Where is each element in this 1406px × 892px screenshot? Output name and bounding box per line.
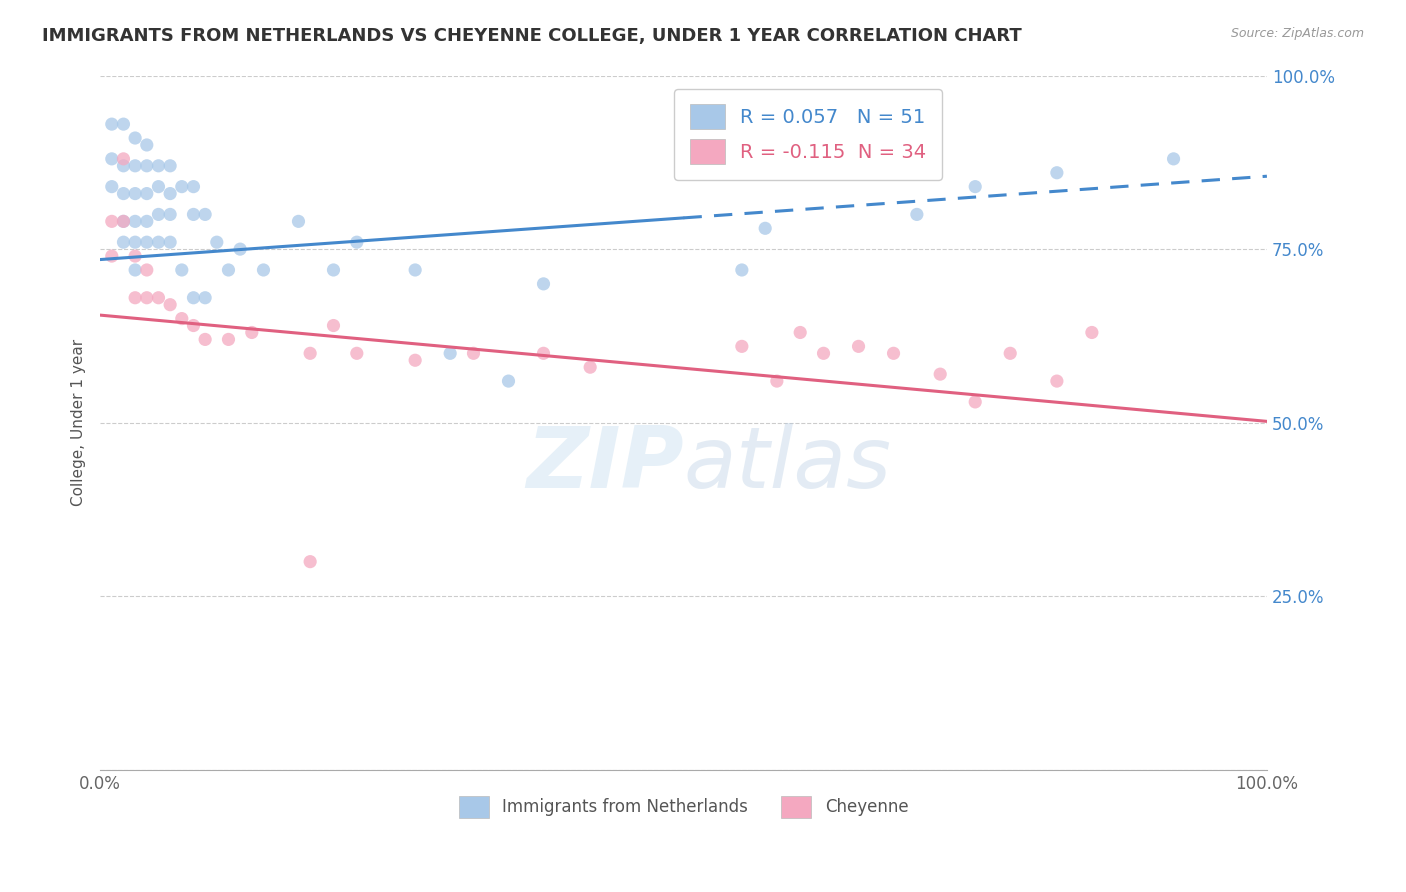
Point <box>439 346 461 360</box>
Point <box>965 395 987 409</box>
Point <box>135 214 157 228</box>
Point <box>205 235 228 250</box>
Point <box>463 346 485 360</box>
Text: atlas: atlas <box>683 423 891 506</box>
Point <box>404 353 426 368</box>
Point <box>731 263 754 277</box>
Point <box>848 339 870 353</box>
Point <box>159 298 181 312</box>
Point <box>170 179 193 194</box>
Point <box>101 249 124 263</box>
Point <box>1163 152 1185 166</box>
Point <box>112 186 135 201</box>
Point <box>170 263 193 277</box>
Point <box>346 235 368 250</box>
Point <box>112 152 135 166</box>
Point <box>148 291 170 305</box>
Point <box>322 318 344 333</box>
Point <box>404 263 426 277</box>
Point <box>929 367 952 381</box>
Point <box>124 214 146 228</box>
Point <box>124 159 146 173</box>
Point <box>299 346 322 360</box>
Point <box>498 374 520 388</box>
Text: Source: ZipAtlas.com: Source: ZipAtlas.com <box>1230 27 1364 40</box>
Point <box>533 346 555 360</box>
Point <box>965 179 987 194</box>
Point <box>124 186 146 201</box>
Text: IMMIGRANTS FROM NETHERLANDS VS CHEYENNE COLLEGE, UNDER 1 YEAR CORRELATION CHART: IMMIGRANTS FROM NETHERLANDS VS CHEYENNE … <box>42 27 1022 45</box>
Y-axis label: College, Under 1 year: College, Under 1 year <box>72 339 86 507</box>
Point <box>112 214 135 228</box>
Point <box>883 346 905 360</box>
Point <box>194 207 217 221</box>
Point <box>217 263 239 277</box>
Point <box>135 291 157 305</box>
Point <box>299 555 322 569</box>
Point <box>1081 326 1104 340</box>
Point <box>101 117 124 131</box>
Point <box>789 326 811 340</box>
Point <box>135 159 157 173</box>
Point <box>183 179 205 194</box>
Point <box>135 263 157 277</box>
Point <box>754 221 776 235</box>
Point <box>346 346 368 360</box>
Point <box>766 374 789 388</box>
Point <box>813 346 835 360</box>
Point <box>148 179 170 194</box>
Point <box>1046 166 1069 180</box>
Point <box>101 179 124 194</box>
Point <box>159 186 181 201</box>
Point <box>229 242 252 256</box>
Point <box>148 159 170 173</box>
Point <box>101 152 124 166</box>
Point <box>135 186 157 201</box>
Point <box>240 326 263 340</box>
Point <box>183 207 205 221</box>
Point <box>148 207 170 221</box>
Text: ZIP: ZIP <box>526 423 683 506</box>
Point <box>217 333 239 347</box>
Point <box>135 138 157 153</box>
Point <box>124 131 146 145</box>
Point <box>124 235 146 250</box>
Point <box>124 263 146 277</box>
Point <box>159 207 181 221</box>
Point <box>1046 374 1069 388</box>
Legend: Immigrants from Netherlands, Cheyenne: Immigrants from Netherlands, Cheyenne <box>453 789 915 824</box>
Point <box>905 207 928 221</box>
Point <box>101 214 124 228</box>
Point <box>579 360 602 375</box>
Point <box>183 291 205 305</box>
Point <box>159 159 181 173</box>
Point <box>322 263 344 277</box>
Point <box>159 235 181 250</box>
Point <box>194 333 217 347</box>
Point <box>252 263 274 277</box>
Point <box>998 346 1021 360</box>
Point <box>533 277 555 291</box>
Point <box>135 235 157 250</box>
Point <box>731 339 754 353</box>
Point <box>170 311 193 326</box>
Point <box>112 159 135 173</box>
Point <box>194 291 217 305</box>
Point <box>124 291 146 305</box>
Point <box>124 249 146 263</box>
Point <box>287 214 309 228</box>
Point <box>112 214 135 228</box>
Point <box>183 318 205 333</box>
Point <box>112 117 135 131</box>
Point <box>148 235 170 250</box>
Point <box>112 235 135 250</box>
